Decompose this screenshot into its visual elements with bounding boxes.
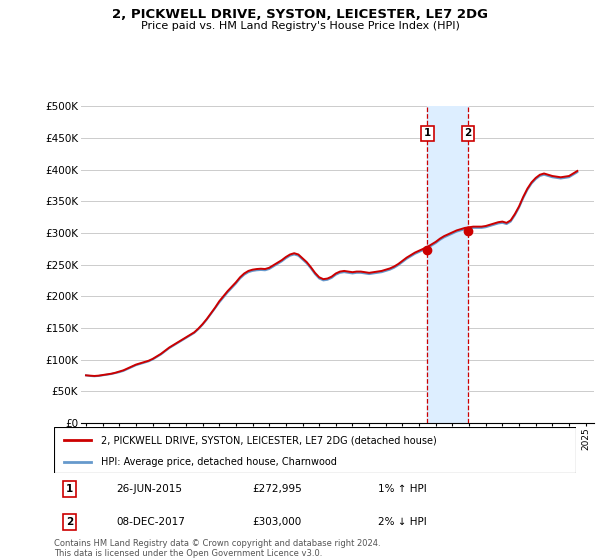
Text: 1: 1 xyxy=(424,128,431,138)
Text: 2, PICKWELL DRIVE, SYSTON, LEICESTER, LE7 2DG (detached house): 2, PICKWELL DRIVE, SYSTON, LEICESTER, LE… xyxy=(101,435,437,445)
Text: 08-DEC-2017: 08-DEC-2017 xyxy=(116,517,185,527)
Text: 1% ↑ HPI: 1% ↑ HPI xyxy=(377,484,427,494)
Text: £303,000: £303,000 xyxy=(253,517,302,527)
Text: 1: 1 xyxy=(66,484,73,494)
Text: 2: 2 xyxy=(66,517,73,527)
Text: HPI: Average price, detached house, Charnwood: HPI: Average price, detached house, Char… xyxy=(101,457,337,466)
Text: 2: 2 xyxy=(464,128,472,138)
Text: Price paid vs. HM Land Registry's House Price Index (HPI): Price paid vs. HM Land Registry's House … xyxy=(140,21,460,31)
Text: £272,995: £272,995 xyxy=(253,484,302,494)
Text: 26-JUN-2015: 26-JUN-2015 xyxy=(116,484,182,494)
Text: 2, PICKWELL DRIVE, SYSTON, LEICESTER, LE7 2DG: 2, PICKWELL DRIVE, SYSTON, LEICESTER, LE… xyxy=(112,8,488,21)
Text: Contains HM Land Registry data © Crown copyright and database right 2024.
This d: Contains HM Land Registry data © Crown c… xyxy=(54,539,380,558)
Bar xyxy=(427,106,468,423)
Text: 2% ↓ HPI: 2% ↓ HPI xyxy=(377,517,427,527)
